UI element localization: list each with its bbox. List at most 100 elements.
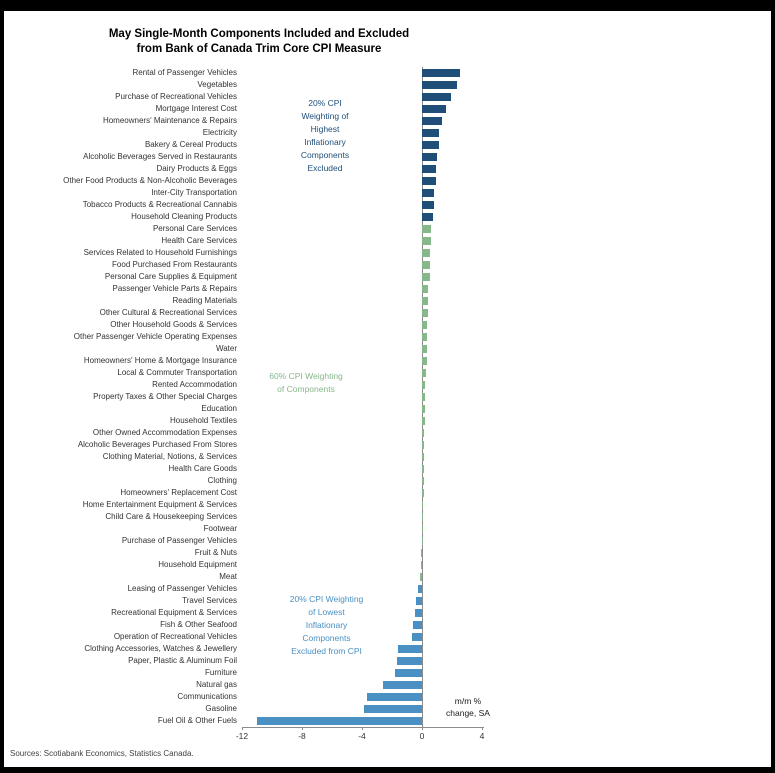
bar-track	[242, 175, 483, 187]
bar-track	[242, 475, 483, 487]
bar-high	[422, 177, 436, 185]
bar-track	[242, 667, 483, 679]
bar-mid	[420, 561, 422, 569]
chart-row: Passenger Vehicle Parts & Repairs	[4, 283, 771, 295]
bar-label: Household Cleaning Products	[131, 212, 237, 221]
bar-mid	[422, 333, 427, 341]
bar-label: Clothing Accessories, Watches & Jeweller…	[84, 644, 237, 653]
x-axis-tick-label: 4	[479, 731, 485, 741]
chart-row: Alcoholic Beverages Purchased From Store…	[4, 439, 771, 451]
bar-label: Alcoholic Beverages Purchased From Store…	[77, 440, 237, 449]
chart-row: Vegetables	[4, 79, 771, 91]
bar-label: Alcoholic Beverages Served in Restaurant…	[83, 152, 237, 161]
bar-track	[242, 679, 483, 691]
chart-row: Travel Services	[4, 595, 771, 607]
bar-track	[242, 391, 483, 403]
chart-row: Services Related to Household Furnishing…	[4, 247, 771, 259]
bar-mid	[422, 393, 425, 401]
source-note: Sources: Scotiabank Economics, Statistic…	[10, 749, 194, 758]
chart-row: Meat	[4, 571, 771, 583]
bar-track	[242, 151, 483, 163]
bar-track	[242, 91, 483, 103]
x-axis-tick-label: -8	[298, 731, 306, 741]
bar-mid	[422, 405, 425, 413]
bar-track	[242, 271, 483, 283]
bar-track	[242, 199, 483, 211]
bar-track	[242, 487, 483, 499]
bar-track	[242, 103, 483, 115]
bar-high	[422, 93, 451, 101]
bar-track	[242, 247, 483, 259]
bar-label: Meat	[219, 572, 237, 581]
bar-label: Tobacco Products & Recreational Cannabis	[82, 200, 237, 209]
bar-label: Education	[201, 404, 237, 413]
bar-low	[414, 609, 422, 617]
chart-row: Rental of Passenger Vehicles	[4, 67, 771, 79]
bar-low	[383, 681, 422, 689]
bar-label: Homeowners' Maintenance & Repairs	[102, 116, 237, 125]
bar-mid	[422, 369, 426, 377]
bar-label: Household Textiles	[169, 416, 237, 425]
bar-low	[257, 717, 422, 725]
bar-mid	[422, 417, 425, 425]
annotation-mid: 60% CPI Weighting of Components	[269, 371, 343, 394]
chart-title-line2: from Bank of Canada Trim Core CPI Measur…	[136, 43, 382, 55]
chart-row: Other Cultural & Recreational Services	[4, 307, 771, 319]
chart-row: Fruit & Nuts	[4, 547, 771, 559]
bar-low	[411, 633, 422, 641]
chart-row: Mortgage Interest Cost	[4, 103, 771, 115]
bar-track	[242, 451, 483, 463]
bar-label: Health Care Services	[161, 236, 237, 245]
chart-row: Health Care Services	[4, 235, 771, 247]
chart-row: Homeowners' Home & Mortgage Insurance	[4, 355, 771, 367]
bar-high	[422, 117, 442, 125]
bar-track	[242, 571, 483, 583]
bar-track	[242, 547, 483, 559]
bar-track	[242, 259, 483, 271]
chart-row: Other Household Goods & Services	[4, 319, 771, 331]
bar-track	[242, 619, 483, 631]
bar-label: Reading Materials	[172, 296, 237, 305]
bar-label: Water	[215, 344, 237, 353]
bar-low	[417, 585, 422, 593]
bar-label: Mortgage Interest Cost	[155, 104, 237, 113]
bar-label: Vegetables	[197, 80, 237, 89]
chart-canvas: May Single-Month Components Included and…	[4, 11, 771, 767]
bar-track	[242, 379, 483, 391]
bar-label: Paper, Plastic & Aluminum Foil	[128, 656, 237, 665]
bar-track	[242, 343, 483, 355]
bar-mid	[422, 453, 424, 461]
bar-label: Home Entertainment Equipment & Services	[82, 500, 237, 509]
bar-label: Child Care & Housekeeping Services	[105, 512, 237, 521]
bar-track	[242, 691, 483, 703]
bar-high	[422, 213, 433, 221]
chart-row: Household Textiles	[4, 415, 771, 427]
chart-title-line1: May Single-Month Components Included and…	[108, 28, 410, 40]
chart-row: Gasoline	[4, 703, 771, 715]
bar-label: Gasoline	[205, 704, 237, 713]
chart-row: Communications	[4, 691, 771, 703]
x-axis-tick-label: 0	[419, 731, 425, 741]
x-axis-tick	[422, 727, 423, 730]
bar-label: Fish & Other Seafood	[160, 620, 237, 629]
bar-high	[422, 201, 434, 209]
bar-track	[242, 607, 483, 619]
chart-row: Purchase of Passenger Vehicles	[4, 535, 771, 547]
bar-mid	[422, 357, 427, 365]
bar-label: Dairy Products & Eggs	[156, 164, 237, 173]
bar-label: Rented Accommodation	[152, 380, 237, 389]
bar-track	[242, 583, 483, 595]
chart-row: Child Care & Housekeeping Services	[4, 511, 771, 523]
chart-row: Property Taxes & Other Special Charges	[4, 391, 771, 403]
chart-row: Alcoholic Beverages Served in Restaurant…	[4, 151, 771, 163]
chart-row: Home Entertainment Equipment & Services	[4, 499, 771, 511]
bar-mid	[422, 525, 423, 533]
chart-row: Food Purchased From Restaurants	[4, 259, 771, 271]
bar-label: Clothing	[207, 476, 237, 485]
bar-track	[242, 163, 483, 175]
bar-track	[242, 703, 483, 715]
chart-row: Household Equipment	[4, 559, 771, 571]
bar-label: Operation of Recreational Vehicles	[113, 632, 237, 641]
bar-track	[242, 127, 483, 139]
bar-label: Bakery & Cereal Products	[144, 140, 237, 149]
